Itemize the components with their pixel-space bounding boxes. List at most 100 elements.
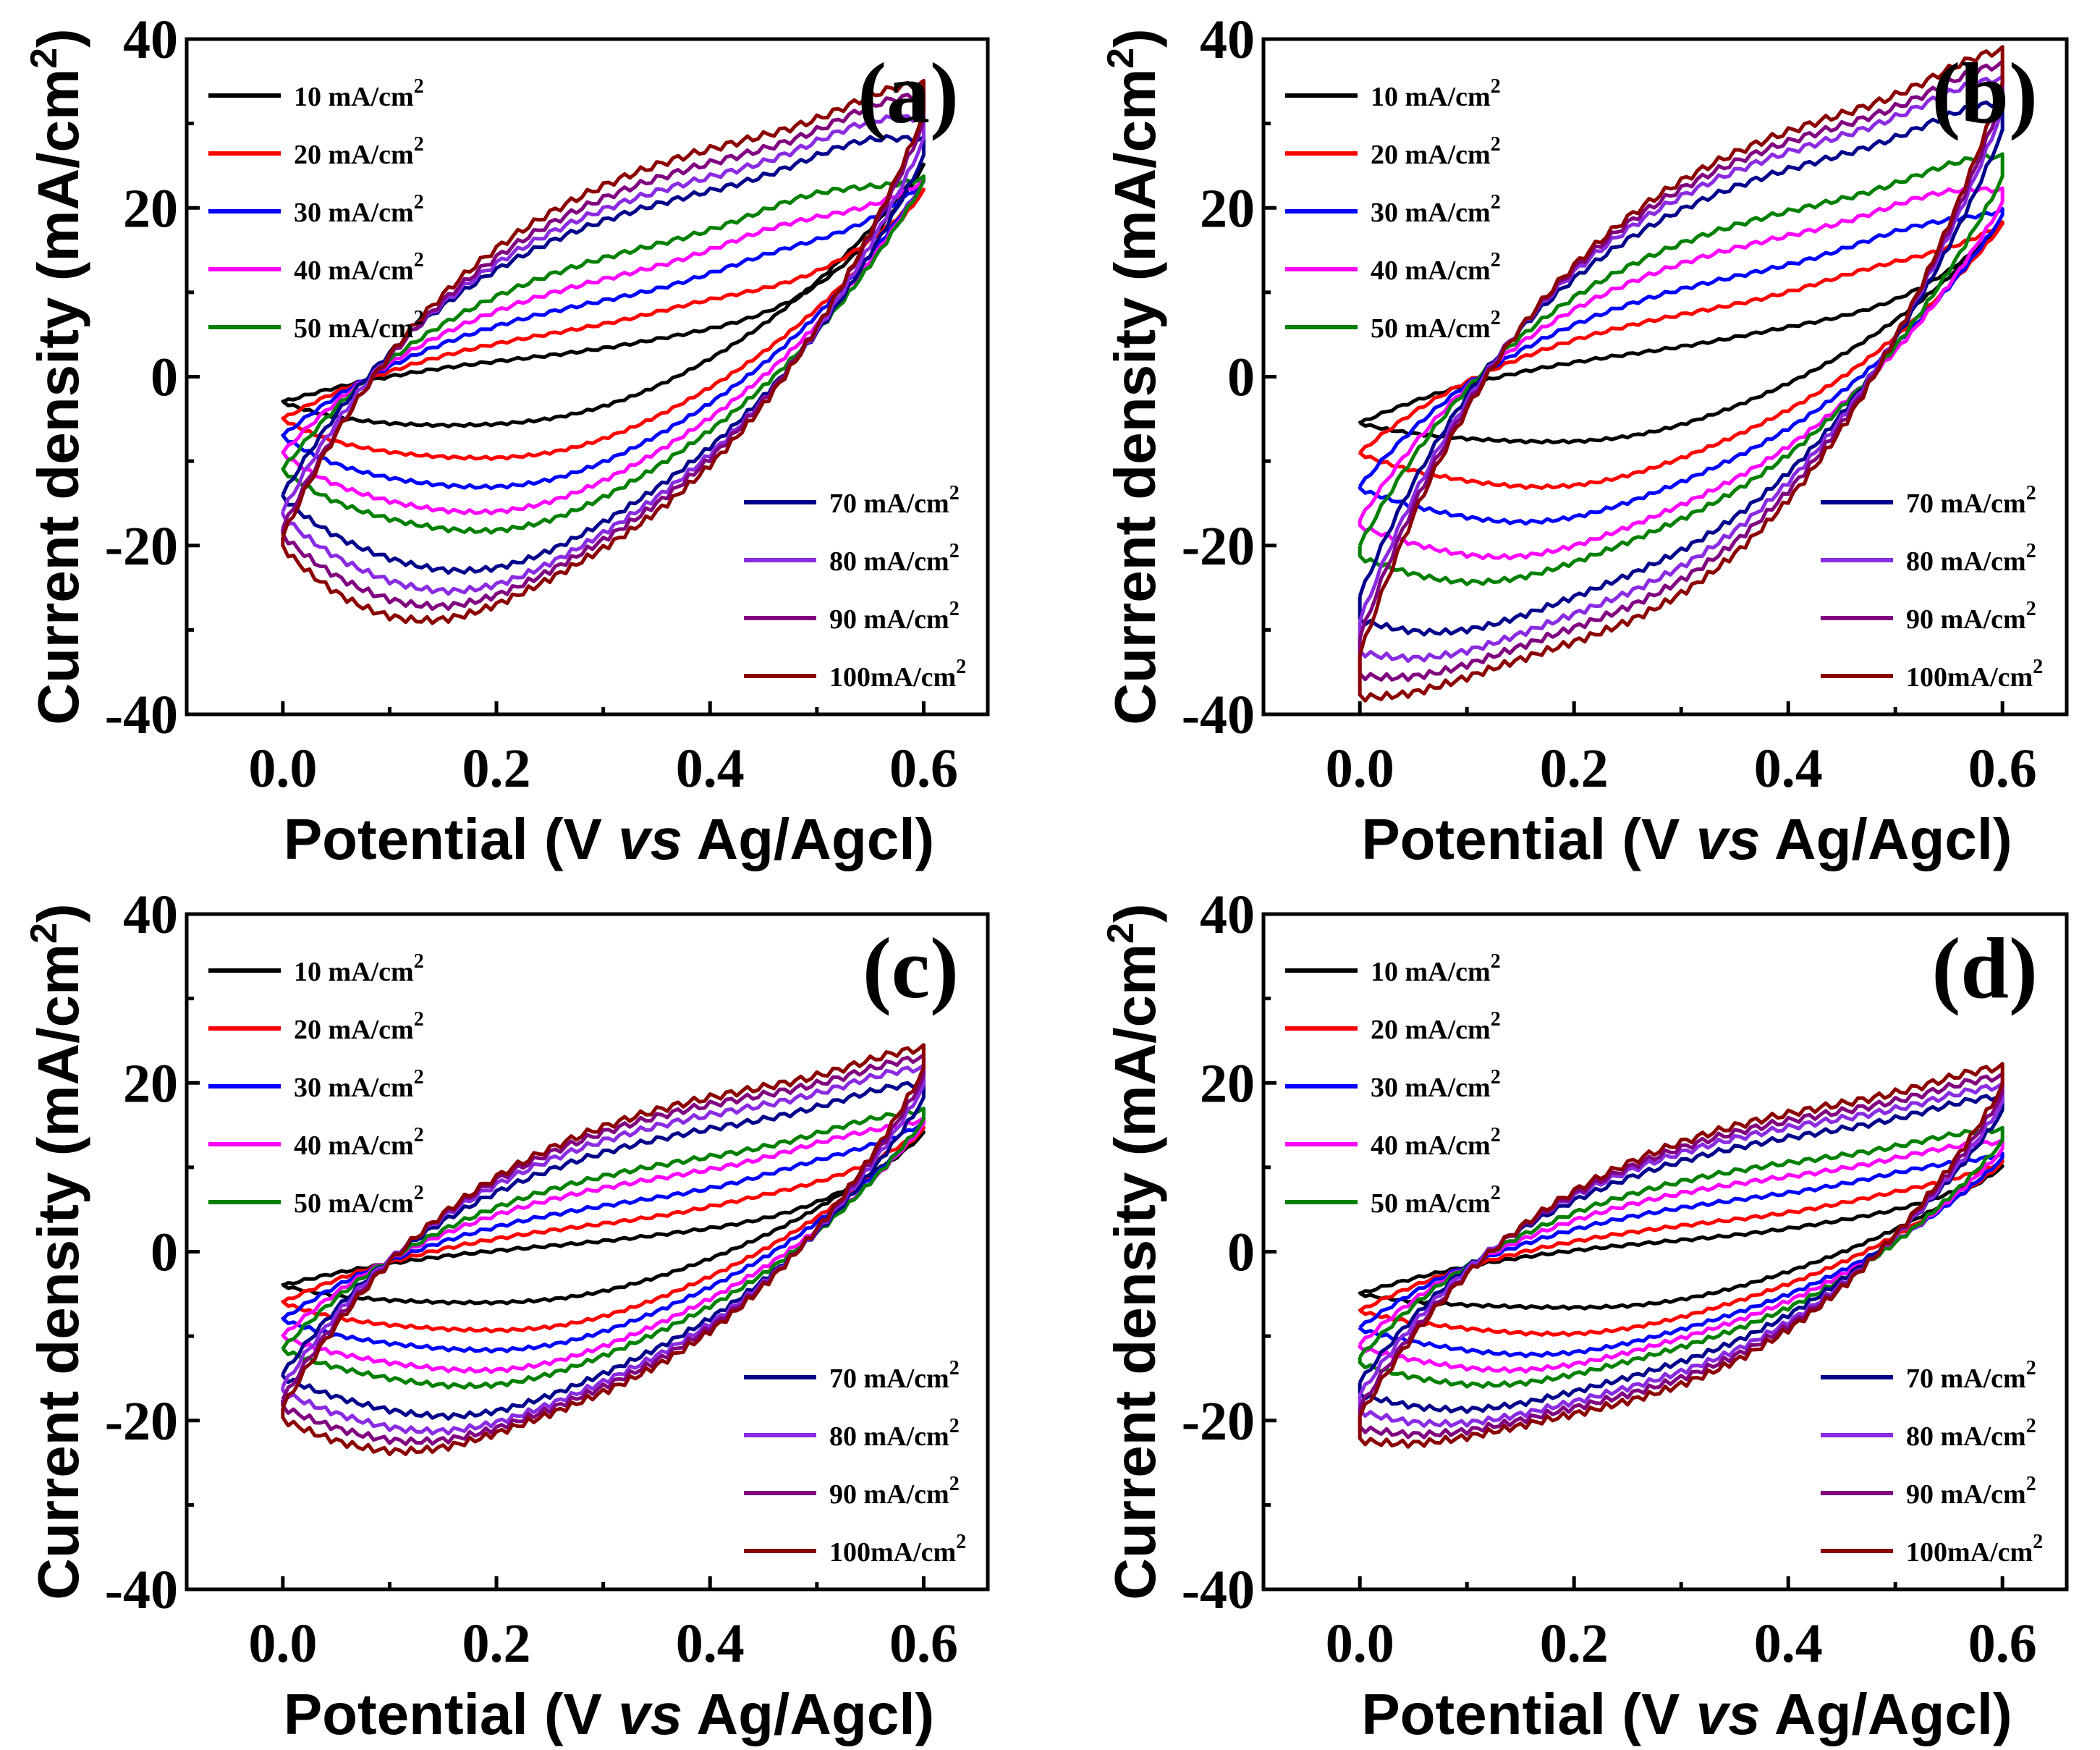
chart-b-x-axis-title-part-2: Ag/Agcl): [1761, 807, 2012, 871]
chart-c-x-axis-title-part-2: Ag/Agcl): [682, 1682, 934, 1746]
chart-c-ytick-label-1: 20: [123, 1053, 178, 1114]
chart-d-series-6-line: [1358, 1091, 2004, 1414]
chart-d-series-4-line: [1358, 1138, 2004, 1374]
chart-c-x-axis-title-part-0: Potential (V: [284, 1682, 618, 1746]
chart-b-xtick-label-2: 0.4: [1754, 738, 1823, 799]
chart-a-legend-label-5-sup: 2: [414, 307, 424, 329]
chart-d-legend-label-4-sup: 2: [1491, 1124, 1501, 1146]
chart-d-legend-label-9-sup: 2: [2033, 1531, 2043, 1553]
chart-b: 0.0 0.2 0.4 0.6 40 20 0 -20 -40 Potential (V vs A…: [1100, 9, 2069, 871]
chart-d-x-axis-title-part-1: vs: [1696, 1682, 1761, 1746]
chart-d-y-axis-title-close: ): [1103, 903, 1167, 923]
chart-d-legend-label-7: 80 mA/cm2: [1906, 1415, 2036, 1452]
chart-b-legend-label-6: 70 mA/cm2: [1906, 482, 2036, 519]
chart-a-legend-label-7: 80 mA/cm2: [829, 540, 960, 577]
chart-a-ytick-label-1: 20: [123, 178, 178, 239]
chart-c-series-5-line: [281, 1106, 926, 1390]
chart-c-legend-label-7: 80 mA/cm2: [829, 1415, 960, 1452]
chart-b-legend-label-1-sup: 2: [1491, 75, 1501, 98]
chart-a-series-7-line: [281, 114, 926, 596]
chart-a-legend-label-8-sup: 2: [949, 598, 960, 620]
chart-d-legend-label-7-text: 80 mA/cm: [1906, 1421, 2026, 1452]
chart-d-legend-label-1: 10 mA/cm2: [1371, 950, 1501, 987]
chart-a-ytick-label-4: -40: [105, 685, 178, 745]
chart-c-ytick-label-0: 40: [123, 884, 178, 945]
chart-a-ytick-label-2: 0: [151, 347, 178, 408]
chart-a-xtick-label-1: 0.2: [462, 738, 531, 799]
chart-b-legend-label-4-text: 40 mA/cm: [1371, 255, 1491, 286]
chart-b-legend-label-2: 20 mA/cm2: [1371, 133, 1501, 170]
chart-a-legend-label-3-sup: 2: [414, 191, 424, 214]
chart-b-legend-label-3-text: 30 mA/cm: [1371, 198, 1491, 228]
chart-d-legend-label-5: 50 mA/cm2: [1371, 1182, 1501, 1219]
chart-d-legend-label-6-sup: 2: [2026, 1357, 2036, 1379]
chart-c-legend-label-9-text: 100mA/cm: [829, 1537, 956, 1568]
chart-d-legend-label-2: 20 mA/cm2: [1371, 1008, 1501, 1045]
chart-a: 0.0 0.2 0.4 0.6 40 20 0 -20 -40 Potential (V vs A…: [23, 9, 990, 871]
chart-c-legend-label-1: 10 mA/cm2: [294, 950, 424, 987]
chart-d-legend-label-5-text: 50 mA/cm: [1371, 1188, 1491, 1219]
chart-a-legend-label-3: 30 mA/cm2: [294, 191, 424, 228]
chart-b-series-3-line: [1358, 207, 2004, 526]
chart-b-legend-label-9: 100mA/cm2: [1906, 656, 2043, 693]
chart-c-legend-label-5: 50 mA/cm2: [294, 1182, 424, 1219]
chart-b-legend-label-6-text: 70 mA/cm: [1906, 489, 2026, 519]
chart-a-panel-label: (a): [858, 45, 959, 141]
chart-d-ytick-label-4: -40: [1182, 1560, 1255, 1620]
chart-d-legend-label-6-text: 70 mA/cm: [1906, 1364, 2026, 1394]
chart-d-curves: [1358, 1062, 2004, 1449]
chart-c-xtick-label-0: 0.0: [248, 1613, 317, 1674]
chart-b-series-6-line: [1358, 98, 2004, 637]
chart-a-legend-label-6-text: 70 mA/cm: [829, 489, 949, 519]
chart-a-legend-label-2-text: 20 mA/cm: [294, 140, 414, 170]
chart-b-legend-label-6-sup: 2: [2026, 482, 2036, 504]
chart-b-legend-label-4-sup: 2: [1491, 249, 1501, 271]
chart-c-legend-label-2-text: 20 mA/cm: [294, 1015, 414, 1045]
chart-c-series-9-line: [281, 1043, 926, 1457]
chart-c-legend-label-4-text: 40 mA/cm: [294, 1130, 414, 1161]
chart-b-y-axis-title-sup: 2: [1100, 48, 1142, 69]
chart-c-legend-label-7-text: 80 mA/cm: [829, 1421, 949, 1452]
chart-c-x-axis-title: Potential (V vs Ag/Agcl): [284, 1682, 934, 1746]
chart-a-xtick-label-0: 0.0: [248, 738, 317, 799]
chart-c-y-axis-title-sup: 2: [23, 923, 65, 944]
chart-d-legend-label-9: 100mA/cm2: [1906, 1531, 2043, 1568]
chart-a-legend-label-5-text: 50 mA/cm: [294, 313, 414, 344]
chart-d-series-1-line: [1358, 1164, 2004, 1311]
chart-b-y-axis-title-close: ): [1103, 28, 1167, 48]
chart-a-y-axis-title-main: Current density (mA/cm: [26, 69, 90, 725]
chart-b-legend-label-5-text: 50 mA/cm: [1371, 313, 1491, 344]
chart-d-legend-label-6: 70 mA/cm2: [1906, 1357, 2036, 1394]
chart-d-x-axis-title: Potential (V vs Ag/Agcl): [1361, 1682, 2012, 1746]
chart-a-y-axis-title-close: ): [26, 28, 90, 48]
chart-d-legend-label-1-text: 10 mA/cm: [1371, 957, 1491, 987]
chart-b-legend-label-7: 80 mA/cm2: [1906, 540, 2036, 577]
chart-d-xtick-label-3: 0.6: [1968, 1613, 2037, 1674]
chart-c-series-2-line: [281, 1125, 926, 1334]
chart-a-y-axis-title: Current density (mA/cm2): [23, 28, 90, 724]
chart-c-legend-label-3: 30 mA/cm2: [294, 1066, 424, 1103]
chart-c-series-6-line: [281, 1079, 926, 1421]
chart-a-legend-label-1: 10 mA/cm2: [294, 75, 424, 112]
chart-c-legend-label-6-sup: 2: [949, 1357, 960, 1379]
chart-a-legend-label-7-text: 80 mA/cm: [829, 546, 949, 577]
chart-d-legend-label-3: 30 mA/cm2: [1371, 1066, 1501, 1103]
chart-a-curves: [281, 78, 926, 625]
chart-d-ytick-label-0: 40: [1200, 884, 1255, 945]
chart-a-legend-label-8-text: 90 mA/cm: [829, 604, 949, 635]
chart-c: 0.0 0.2 0.4 0.6 40 20 0 -20 -40 Potential (V vs A…: [23, 884, 990, 1746]
chart-d-legend-label-1-sup: 2: [1491, 950, 1501, 973]
chart-b-legend-label-9-text: 100mA/cm: [1906, 662, 2033, 693]
chart-a-xtick-label-3: 0.6: [889, 738, 958, 799]
chart-c-legend-label-8-sup: 2: [949, 1473, 960, 1495]
chart-b-legend-label-7-text: 80 mA/cm: [1906, 546, 2026, 577]
chart-c-legend-label-5-sup: 2: [414, 1182, 424, 1204]
chart-d-legend-label-8-sup: 2: [2026, 1473, 2036, 1495]
chart-b-panel-label: (b): [1931, 45, 2038, 141]
chart-a-ytick-label-3: -20: [105, 516, 178, 577]
chart-c-series-4-line: [281, 1116, 926, 1374]
chart-a-legend-label-4-sup: 2: [414, 249, 424, 271]
chart-b-legend-label-1: 10 mA/cm2: [1371, 75, 1501, 112]
chart-a-series-1-line: [281, 162, 926, 428]
chart-d-legend-label-4: 40 mA/cm2: [1371, 1124, 1501, 1161]
